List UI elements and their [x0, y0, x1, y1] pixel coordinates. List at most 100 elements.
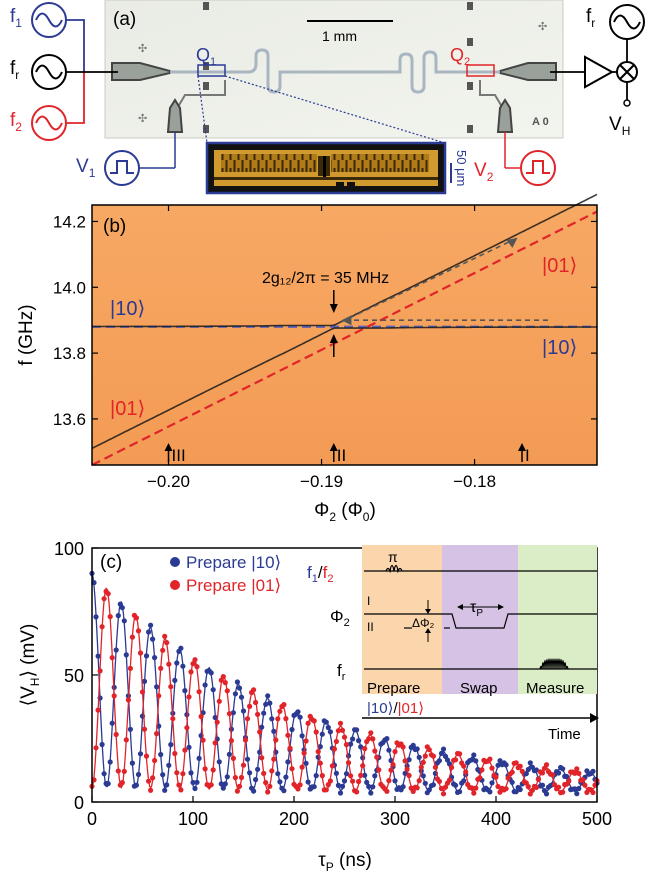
- data-point-1: [220, 674, 226, 680]
- pi-pulse-icon: [385, 564, 403, 574]
- data-point-1: [416, 778, 422, 784]
- data-point-1: [543, 762, 550, 768]
- section-swap-label: Swap: [460, 680, 498, 697]
- amplifier-icon[interactable]: [584, 55, 615, 89]
- source-f2[interactable]: [31, 105, 67, 141]
- data-point-1: [267, 783, 273, 789]
- data-point-1: [283, 716, 289, 722]
- data-point-1: [366, 736, 372, 742]
- data-point-1: [269, 768, 275, 774]
- data-point-0: [210, 687, 216, 693]
- data-point-0: [564, 773, 570, 780]
- data-point-1: [414, 785, 420, 791]
- x-tick-label-b: −0.18: [453, 472, 496, 491]
- ylabel-c: ⟨VH⟩ (mV): [18, 624, 42, 707]
- source-f1-label: f1: [10, 6, 22, 30]
- data-point-1: [158, 665, 164, 671]
- data-point-1: [226, 711, 232, 717]
- data-point-1: [200, 737, 206, 743]
- data-point-1: [517, 763, 523, 769]
- data-point-0: [438, 750, 445, 757]
- data-point-1: [509, 769, 515, 775]
- data-point-1: [115, 768, 121, 774]
- data-point-0: [218, 781, 224, 787]
- data-point-1: [196, 689, 202, 695]
- legend-label-10: Prepare |10⟩: [186, 553, 281, 572]
- data-point-0: [119, 605, 125, 611]
- data-point-1: [277, 708, 283, 714]
- data-point-1: [255, 711, 261, 718]
- sine-wave-icon: [613, 14, 641, 30]
- data-point-0: [319, 731, 325, 737]
- data-point-1: [230, 755, 236, 762]
- x-tick-label-c: 100: [178, 809, 208, 829]
- y-tick-label-c: 0: [74, 793, 84, 813]
- data-point-0: [461, 778, 467, 784]
- data-point-0: [137, 751, 144, 757]
- pulse-v2-label: V2: [474, 160, 494, 184]
- x-tick-label-c: 400: [481, 809, 511, 829]
- data-point-1: [350, 778, 356, 784]
- x-tick-label-b: −0.19: [300, 472, 343, 491]
- data-point-1: [271, 756, 277, 762]
- data-point-0: [350, 736, 356, 742]
- data-point-0: [590, 768, 596, 774]
- data-point-0: [487, 789, 493, 795]
- data-point-1: [236, 783, 243, 789]
- mixer-icon[interactable]: [616, 61, 638, 83]
- data-point-1: [148, 787, 154, 793]
- data-point-1: [238, 774, 245, 781]
- data-point-1: [525, 784, 531, 790]
- y-tick-label-b: 14.0: [53, 278, 86, 297]
- data-point-1: [234, 788, 240, 794]
- data-point-1: [418, 764, 424, 770]
- data-point-0: [182, 688, 188, 694]
- data-point-0: [574, 791, 580, 797]
- data-point-0: [440, 746, 447, 752]
- data-point-0: [471, 752, 477, 758]
- delta-arrowhead-bottom: [425, 628, 431, 633]
- data-point-0: [194, 779, 200, 785]
- data-point-0: [337, 790, 344, 796]
- data-point-0: [453, 782, 459, 788]
- data-point-0: [430, 782, 436, 788]
- source-fr-right[interactable]: [609, 4, 645, 40]
- data-point-1: [164, 640, 170, 646]
- data-point-0: [572, 786, 578, 792]
- source-fr[interactable]: [31, 54, 67, 90]
- data-point-1: [111, 693, 117, 699]
- data-point-0: [129, 760, 135, 766]
- data-point-0: [539, 782, 546, 788]
- data-point-1: [426, 747, 432, 753]
- data-point-0: [224, 774, 230, 780]
- data-point-1: [232, 775, 238, 781]
- data-point-0: [277, 779, 283, 785]
- data-point-1: [107, 614, 113, 620]
- data-point-1: [453, 757, 459, 763]
- data-point-0: [259, 724, 265, 730]
- data-point-0: [230, 710, 236, 716]
- pulse-source-v2[interactable]: [520, 150, 556, 186]
- xlabel-c: τP (ns): [318, 850, 372, 874]
- data-point-0: [436, 758, 442, 764]
- data-point-1: [287, 745, 293, 751]
- data-point-1: [566, 778, 572, 784]
- pulse-source-v1[interactable]: [104, 150, 140, 186]
- data-point-1: [533, 784, 540, 791]
- delta-label: ΔΦ₂: [412, 616, 435, 630]
- data-point-1: [590, 789, 596, 796]
- data-point-1: [477, 775, 483, 781]
- data-point-0: [489, 780, 495, 786]
- data-point-1: [390, 762, 396, 768]
- qubit1-box[interactable]: [197, 64, 226, 77]
- data-point-1: [176, 782, 182, 788]
- marker-label-II: II: [337, 446, 346, 465]
- x-tick-label-c: 200: [279, 809, 309, 829]
- qubit2-box[interactable]: [466, 64, 495, 77]
- zoom-line-left: [197, 75, 208, 144]
- source-f1[interactable]: [31, 2, 67, 38]
- trajectory-arrow-diagonal: [341, 237, 518, 323]
- data-point-1: [194, 664, 200, 670]
- data-point-0: [192, 785, 198, 792]
- data-point-1: [156, 693, 162, 699]
